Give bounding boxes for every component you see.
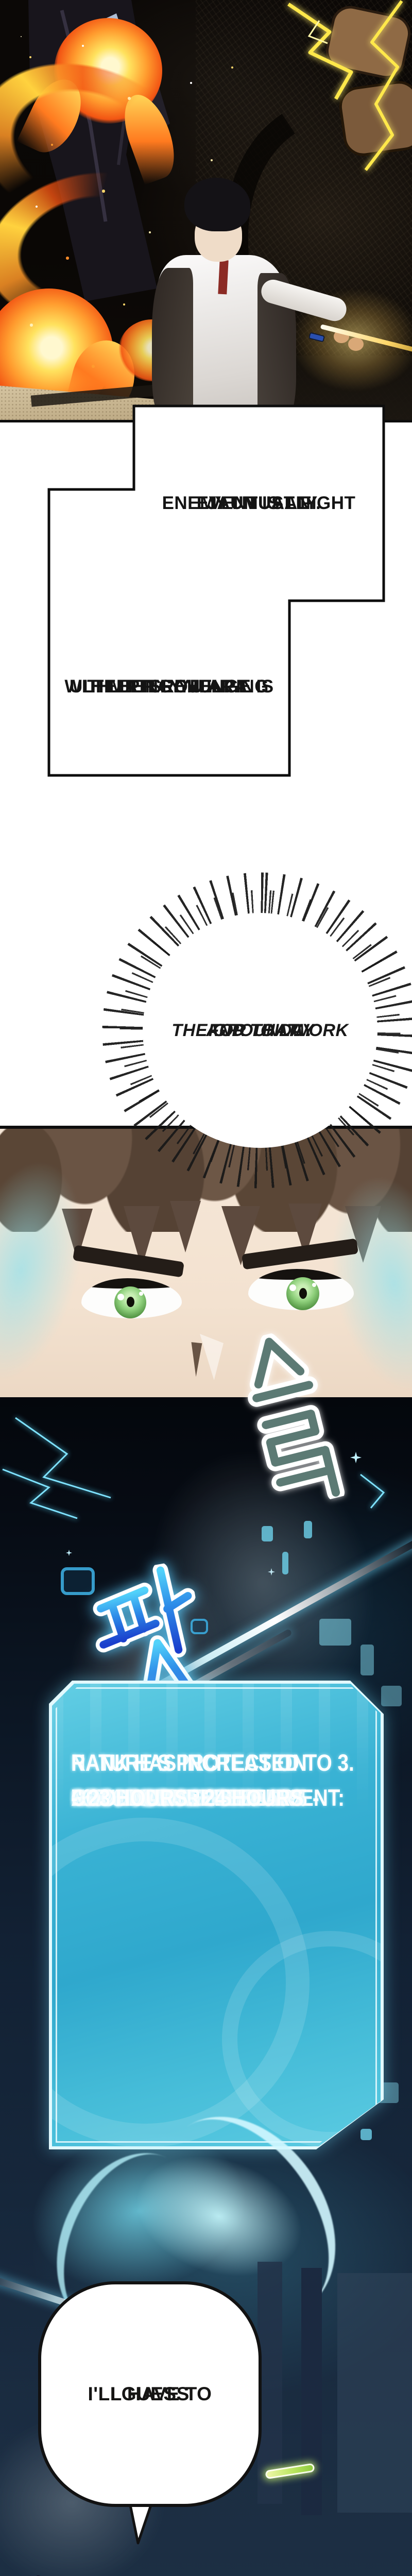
pixel-mote [304,1521,312,1538]
system-line: NATURE'S REST MANA [71,1785,295,1811]
energy-wisp [0,1149,102,1392]
eyelash [248,1269,354,1280]
nose-shadow [187,1342,202,1377]
eye-glint [139,1292,143,1296]
caption-helping: HELPING YU ARA WITH HER REVENGE IS ULTIM… [49,598,289,775]
eye-left [81,1278,182,1318]
hero-vest [152,268,193,420]
burst-bubble: AND TO LAY THE GROUNDWORK FOR THAT... [98,845,412,1216]
pixel-mote [191,1619,208,1634]
caption-line: LEE SEOJUN. [108,676,230,697]
caption-jaun: JAUN IS AN ENEMY I MUST FIGHT EVENTUALLY… [134,406,384,601]
system-line: -' 23 HOURS. [71,1785,194,1811]
panel-dark-lightning: NATURE'S PROTECTION RANK HAS INCREASED T… [0,1397,412,2576]
pixel-mote [381,1686,402,1706]
system-line: ADDITIONAL MANA [71,1785,259,1811]
panel-battle-scene [0,0,412,422]
pixel-mote [262,1526,273,1541]
pillar [337,2273,412,2513]
sfx-slide [248,1333,345,1501]
system-text: NATURE'S PROTECTION RANK HAS INCREASED T… [71,1748,375,1811]
caption-line: WITH HER REVENGE IS [64,676,274,697]
pupil [299,1288,307,1299]
system-window [49,1681,384,2151]
system-line: COOLDOWN: 24 HOURS [71,1785,304,1811]
caption-line: HELPING YU ARA [91,676,248,697]
pixel-mote [319,1619,351,1646]
caption-line: EVENTUALLY. [196,493,321,513]
burst-line: AND TO LAY [206,1021,314,1040]
system-window-body [52,1684,381,2146]
pixel-mote [282,1552,288,1574]
eye-glint [312,1283,316,1287]
system-line: NATURE'S PROTECTION [71,1750,307,1776]
pillar [301,2268,322,2515]
ember-sparks [21,36,22,37]
pixel-mote [360,2129,372,2140]
eyelash [81,1278,182,1289]
eye-right [248,1269,354,1310]
lightning-arcs [2,1417,385,1519]
caption-line: ENEMY I MUST FIGHT [162,493,356,513]
pupil [127,1297,134,1307]
system-line: RECOVERY SPEED: 60% - [71,1785,319,1811]
speech-line: I'LL HAVE TO [88,2383,212,2404]
pixel-mote [61,1567,95,1595]
burst-line: THE GROUNDWORK [171,1021,349,1040]
eye-glint [117,1294,124,1300]
hero-hand [348,337,364,351]
system-line: 160% -' 170%. [71,1785,201,1811]
system-line: ' 65%. NATURE'S HEART [71,1785,306,1811]
hero-hair [184,178,250,231]
bubble-tail [127,2497,155,2545]
lightning-fists-art [287,0,412,171]
system-line: GAIN DURING REFINEMENT: [71,1785,345,1811]
caption-box-shape [47,404,385,777]
caption-line: ULTIMATELY HELPING [70,676,269,697]
hero-tie [218,260,229,295]
system-line: RANK HAS INCREASED TO 3. [71,1750,354,1776]
pillar [258,2262,282,2504]
pixel-mote [360,1645,374,1675]
burst-text: AND TO LAY THE GROUNDWORK FOR THAT... [143,913,377,1148]
burst-line: FOR THAT... [208,1021,312,1040]
eye-glint [289,1284,296,1291]
speech-line: I GUESS [110,2383,190,2404]
sparkle-icon [66,1550,72,1556]
window-streaks [52,1684,381,1818]
eyebrow [72,1245,185,1278]
speech-bubble-guess: I GUESS I'LL HAVE TO [38,2281,262,2507]
caption-line: JAUN IS AN [207,493,311,513]
